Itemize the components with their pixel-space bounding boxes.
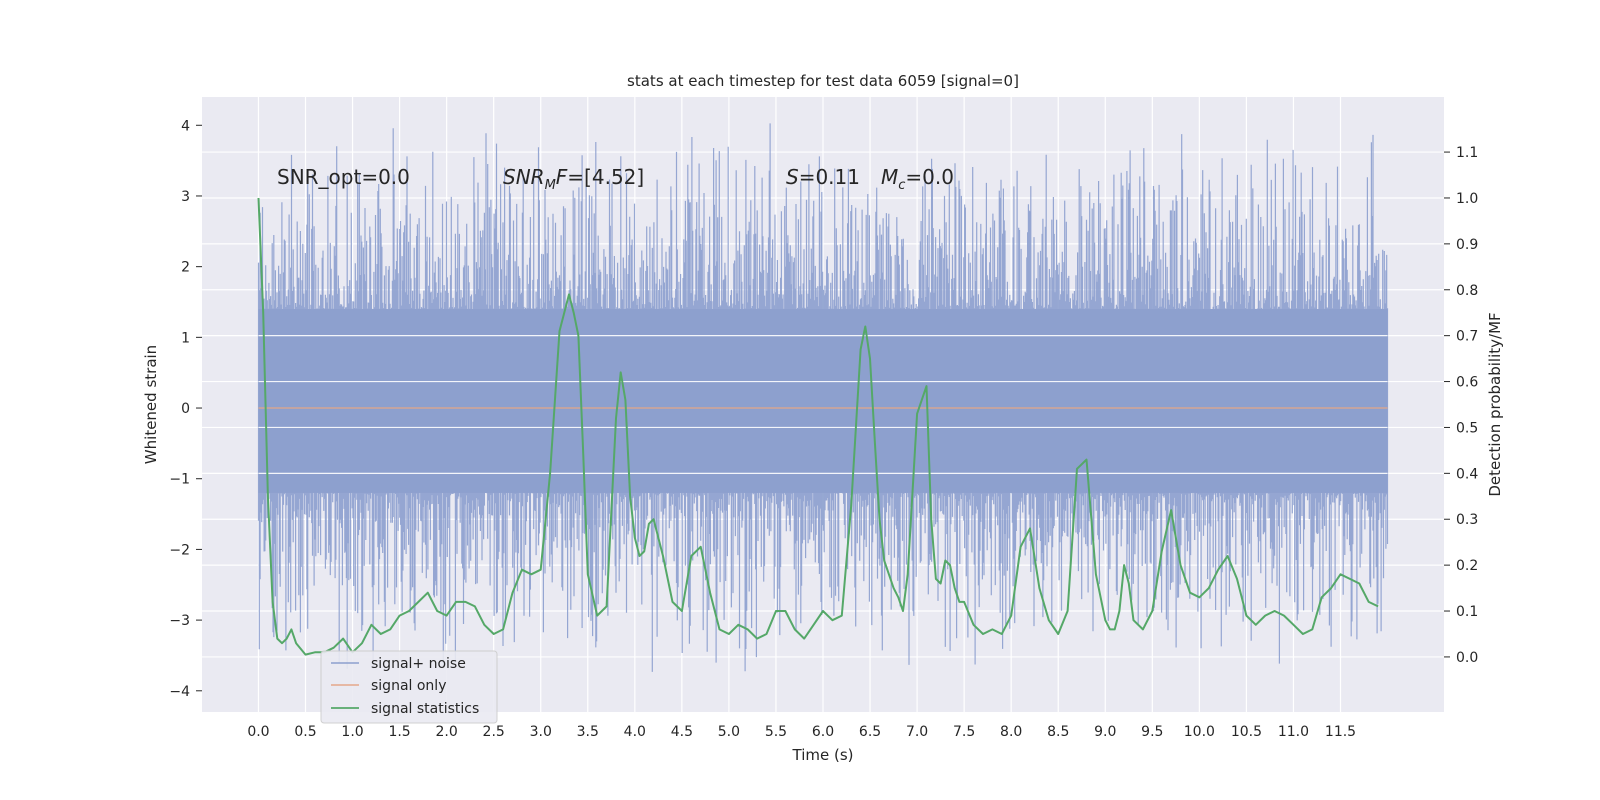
y-tick-label: −3 [169, 613, 190, 629]
y-tick-label: −4 [169, 684, 190, 700]
annotation-mc: Mc=0.0 [881, 165, 954, 193]
x-tick-label: 3.5 [577, 724, 599, 740]
y-tick-label: 1 [181, 330, 190, 346]
x-tick-label: 7.5 [953, 724, 975, 740]
annotation-snr-opt: SNR_opt=0.0 [277, 165, 410, 189]
x-tick-label: 7.0 [906, 724, 928, 740]
y2-tick-label: 0.6 [1456, 375, 1478, 391]
y2-tick-label: 0.2 [1456, 558, 1478, 574]
legend-label-signal-only: signal only [371, 678, 446, 694]
y-tick-label: −1 [169, 472, 190, 488]
x-tick-label: 2.5 [483, 724, 505, 740]
axis-ticks: 0.0 0.5 1.0 1.5 2.0 2.5 3.0 3.5 4.0 4.5 5.0 5.5 6.0 6… [169, 118, 1478, 740]
y-tick-label: 2 [181, 260, 190, 276]
x-tick-label: 9.0 [1094, 724, 1116, 740]
x-tick-label: 6.5 [859, 724, 881, 740]
y-tick-label: −2 [169, 542, 190, 558]
x-tick-label: 5.5 [765, 724, 787, 740]
x-axis-label: Time (s) [792, 746, 854, 764]
x-tick-label: 6.0 [812, 724, 834, 740]
y-tick-label: 4 [181, 118, 190, 134]
legend-box [320, 650, 498, 724]
y-tick-label: 3 [181, 189, 190, 205]
x-tick-label: 11.5 [1325, 724, 1356, 740]
y2-tick-label: 0.9 [1456, 237, 1478, 253]
signal-statistics-series [257, 197, 1379, 656]
y2-tick-label: 0.0 [1456, 650, 1478, 666]
x-tick-label: 10.5 [1231, 724, 1262, 740]
y2-tick-label: 0.1 [1456, 604, 1478, 620]
x-tick-label: 0.5 [294, 724, 316, 740]
y2-tick-label: 1.1 [1456, 145, 1478, 161]
y2-tick-label: 0.5 [1456, 420, 1478, 436]
y2-tick-label: 0.3 [1456, 512, 1478, 528]
x-tick-label: 8.0 [1000, 724, 1022, 740]
y-axis-label: Whitened strain [142, 345, 160, 464]
x-tick-label: 2.0 [436, 724, 458, 740]
chart-title: stats at each timestep for test data 605… [627, 72, 1019, 90]
x-tick-label: 4.5 [671, 724, 693, 740]
y2-tick-label: 1.0 [1456, 191, 1478, 207]
x-tick-label: 8.5 [1047, 724, 1069, 740]
x-tick-label: 10.0 [1184, 724, 1215, 740]
noise-band [258, 309, 1388, 493]
y-tick-label: 0 [181, 401, 190, 417]
x-tick-label: 4.0 [624, 724, 646, 740]
y2-tick-label: 0.4 [1456, 466, 1478, 482]
legend-label-noise: signal+ noise [371, 656, 466, 672]
annotation-s: S=0.11 [786, 165, 860, 189]
x-tick-label: 3.0 [530, 724, 552, 740]
noise-series [257, 123, 1389, 672]
annotation-snr-mf: SNRMF=[4.52] [503, 165, 644, 193]
x-tick-label: 9.5 [1141, 724, 1163, 740]
annotations: SNR_opt=0.0 SNRMF=[4.52] S=0.11 Mc=0.0 [277, 165, 954, 193]
x-tick-label: 11.0 [1278, 724, 1309, 740]
y2-tick-label: 0.7 [1456, 329, 1478, 345]
x-tick-label: 1.5 [388, 724, 410, 740]
legend: signal+ noise signal only signal statist… [320, 650, 498, 724]
x-tick-label: 5.0 [718, 724, 740, 740]
y2-axis-label: Detection probability/MF [1486, 312, 1504, 496]
x-tick-label: 1.0 [341, 724, 363, 740]
statistics-line [257, 197, 1379, 656]
x-tick-label: 0.0 [247, 724, 269, 740]
y2-tick-label: 0.8 [1456, 283, 1478, 299]
legend-label-statistics: signal statistics [371, 701, 479, 717]
